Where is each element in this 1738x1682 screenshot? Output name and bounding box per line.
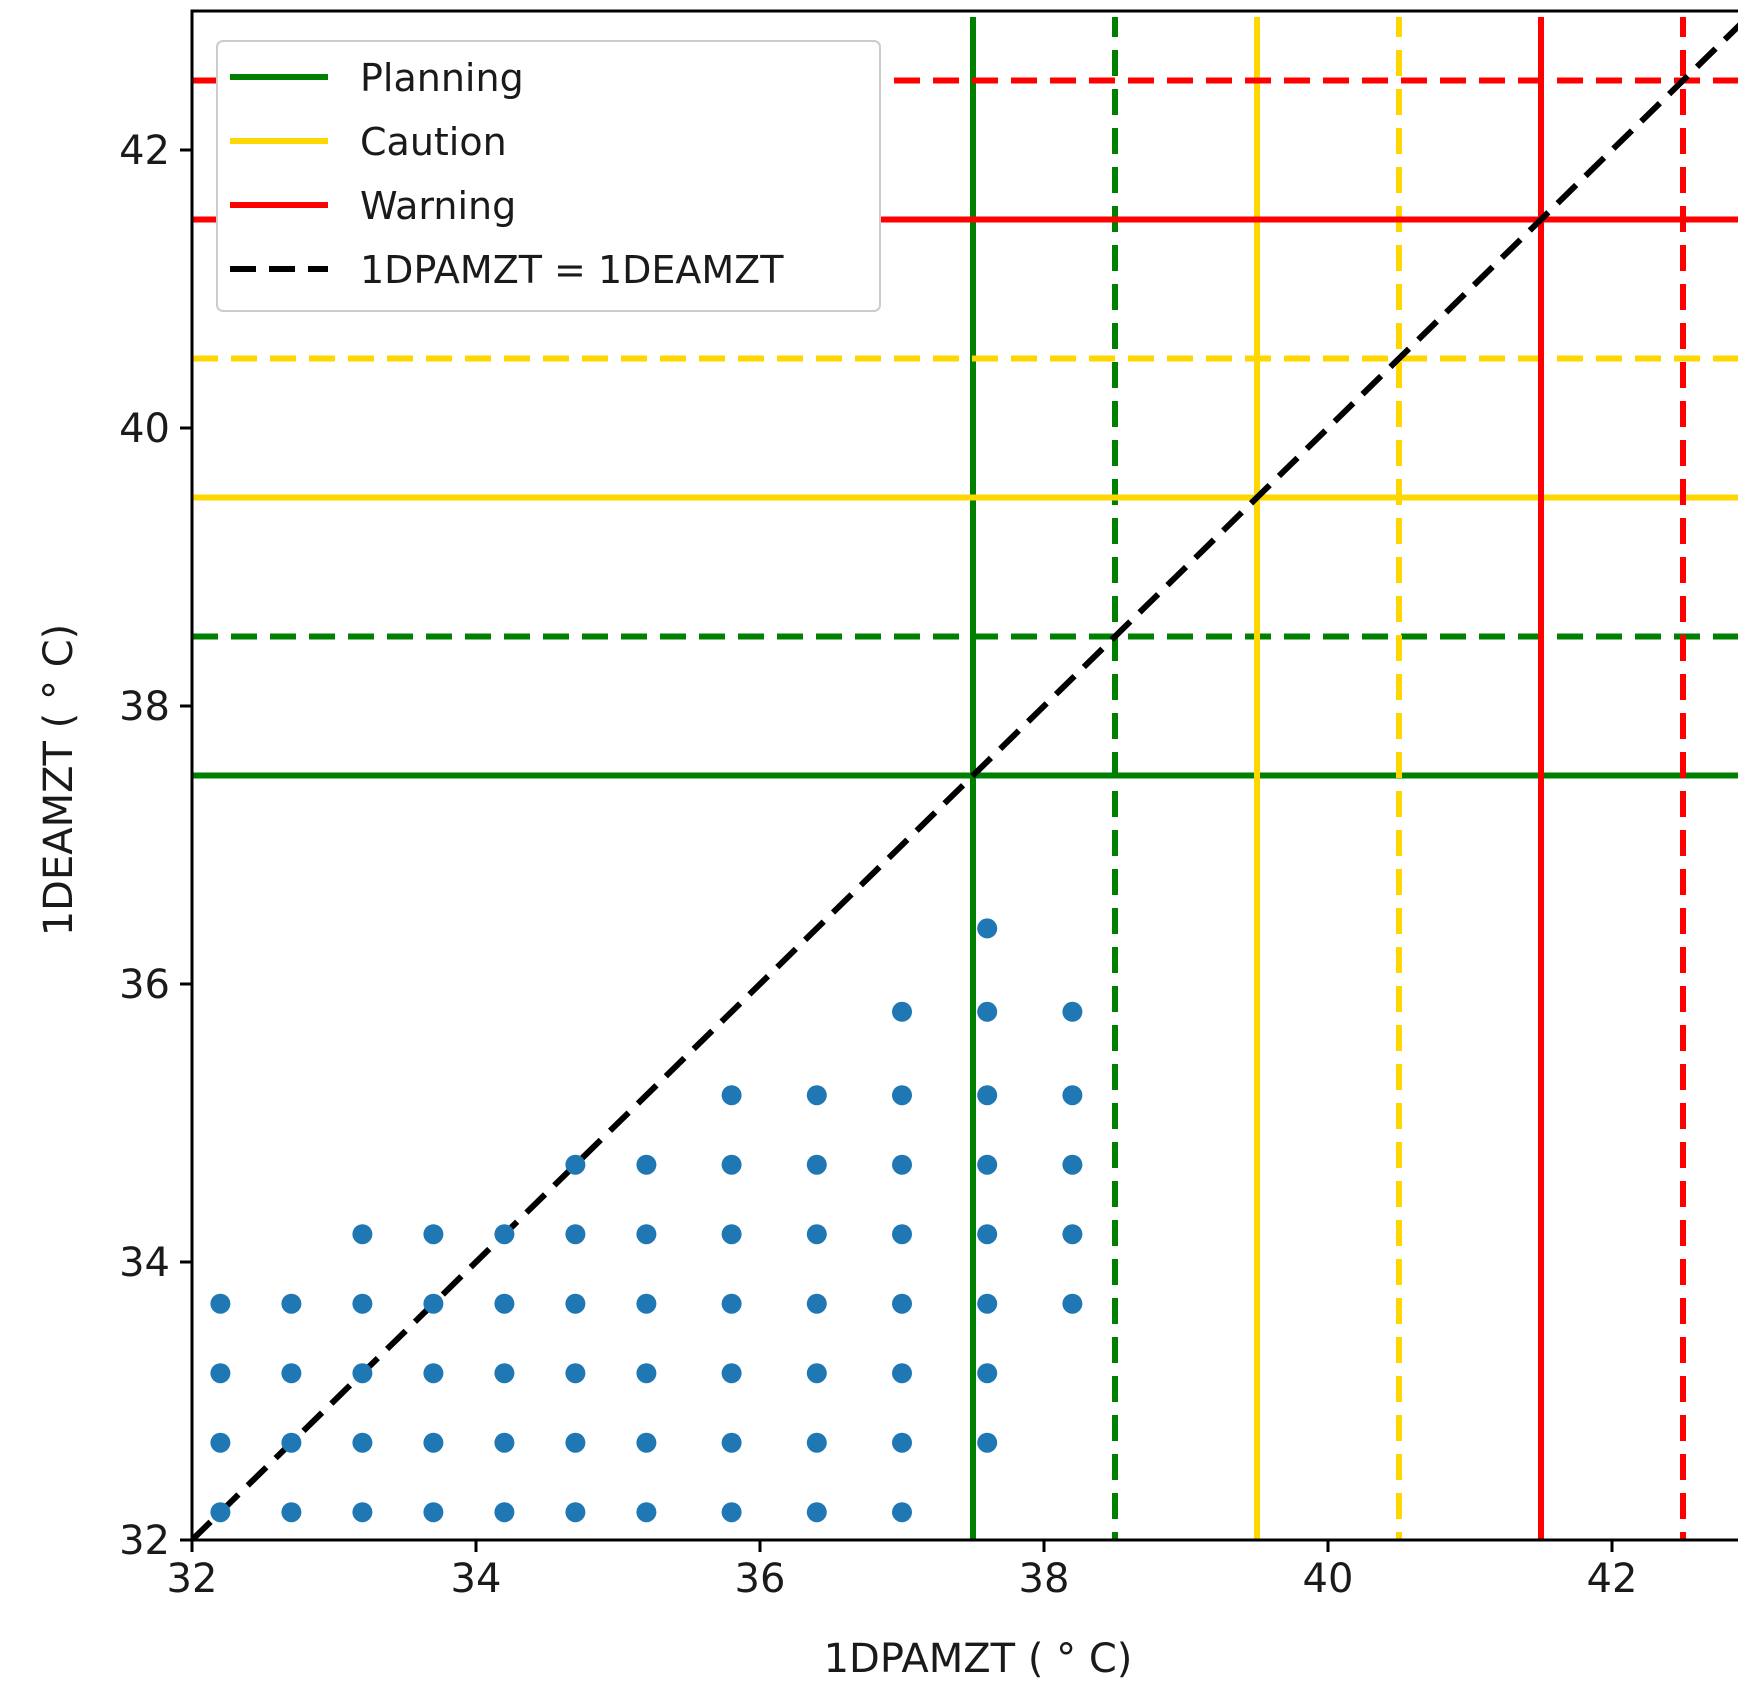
- data-point: [423, 1502, 444, 1523]
- data-point: [352, 1432, 373, 1453]
- data-point: [721, 1502, 742, 1523]
- data-points: [210, 918, 1083, 1523]
- identity-line-group: [192, 22, 1738, 1540]
- data-point: [721, 1085, 742, 1106]
- legend-frame: [216, 40, 881, 312]
- data-point: [892, 1001, 912, 1022]
- data-point: [1062, 1224, 1083, 1245]
- data-point: [977, 1085, 998, 1106]
- legend: Planning Caution Warning 1DPAMZT = 1DEAMZT: [216, 40, 881, 312]
- data-point: [281, 1502, 302, 1523]
- legend-label-planning: Planning: [360, 56, 524, 100]
- data-point: [892, 1502, 912, 1523]
- data-point: [494, 1224, 515, 1245]
- data-point: [806, 1224, 827, 1245]
- data-point: [494, 1432, 515, 1453]
- y-tick-label: 36: [119, 962, 170, 1008]
- data-point: [423, 1293, 444, 1314]
- data-point: [636, 1432, 657, 1453]
- data-point: [636, 1502, 657, 1523]
- data-point: [423, 1363, 444, 1384]
- data-point: [210, 1502, 231, 1523]
- data-point: [806, 1363, 827, 1384]
- data-point: [892, 1432, 912, 1453]
- x-tick-label: 36: [735, 1556, 786, 1602]
- legend-label-caution: Caution: [360, 120, 507, 164]
- legend-label-warning: Warning: [360, 184, 516, 228]
- data-point: [565, 1363, 586, 1384]
- y-tick-label: 34: [119, 1240, 170, 1286]
- data-point: [565, 1432, 586, 1453]
- y-tick-label: 32: [119, 1518, 170, 1564]
- data-point: [352, 1502, 373, 1523]
- x-tick-label: 40: [1303, 1556, 1354, 1602]
- data-point: [977, 1293, 998, 1314]
- data-point: [565, 1293, 586, 1314]
- y-tick-label: 40: [119, 406, 170, 452]
- legend-label-1dpamzt-1deamzt: 1DPAMZT = 1DEAMZT: [360, 248, 784, 292]
- data-point: [806, 1432, 827, 1453]
- data-point: [721, 1224, 742, 1245]
- data-point: [494, 1363, 515, 1384]
- data-point: [281, 1432, 302, 1453]
- data-point: [281, 1363, 302, 1384]
- data-point: [494, 1293, 515, 1314]
- data-point: [721, 1293, 742, 1314]
- data-point: [494, 1502, 515, 1523]
- data-point: [806, 1293, 827, 1314]
- data-point: [892, 1224, 912, 1245]
- data-point: [281, 1293, 302, 1314]
- data-point: [352, 1363, 373, 1384]
- data-point: [806, 1154, 827, 1175]
- data-point: [806, 1502, 827, 1523]
- data-point: [1062, 1293, 1083, 1314]
- x-tick-label: 42: [1587, 1556, 1638, 1602]
- x-tick-label: 38: [1019, 1556, 1070, 1602]
- data-point: [721, 1363, 742, 1384]
- data-point: [423, 1224, 444, 1245]
- data-point: [977, 1001, 998, 1022]
- data-point: [210, 1293, 231, 1314]
- data-point: [352, 1224, 373, 1245]
- data-point: [210, 1363, 231, 1384]
- data-point: [636, 1293, 657, 1314]
- data-point: [977, 1363, 998, 1384]
- data-point: [636, 1154, 657, 1175]
- data-point: [565, 1502, 586, 1523]
- data-point: [892, 1363, 912, 1384]
- data-point: [892, 1154, 912, 1175]
- data-point: [636, 1224, 657, 1245]
- identity-line: [192, 22, 1738, 1540]
- axes: [190, 9, 1738, 1542]
- data-point: [977, 1154, 998, 1175]
- plot-frame: [190, 9, 1738, 1542]
- x-tick-label: 32: [167, 1556, 218, 1602]
- y-tick-label: 38: [119, 684, 170, 730]
- ticks: 32 34 36 38 40 42 32 34 36 38 40 42: [119, 128, 1637, 1602]
- data-point: [210, 1432, 231, 1453]
- y-axis-label: 1DEAMZT ( ° C): [36, 624, 82, 937]
- data-point: [1062, 1085, 1083, 1106]
- x-axis-label: 1DPAMZT ( ° C): [824, 1636, 1133, 1682]
- data-point: [636, 1363, 657, 1384]
- data-point: [892, 1293, 912, 1314]
- data-point: [352, 1293, 373, 1314]
- data-point: [1062, 1001, 1083, 1022]
- data-point: [565, 1154, 586, 1175]
- data-point: [721, 1432, 742, 1453]
- data-point: [1062, 1154, 1083, 1175]
- data-point: [892, 1085, 912, 1106]
- data-point: [977, 918, 998, 939]
- data-point: [423, 1432, 444, 1453]
- data-point: [806, 1085, 827, 1106]
- data-point: [977, 1432, 998, 1453]
- data-point: [721, 1154, 742, 1175]
- x-tick-label: 34: [451, 1556, 502, 1602]
- data-point: [565, 1224, 586, 1245]
- y-tick-label: 42: [119, 128, 170, 174]
- data-point: [977, 1224, 998, 1245]
